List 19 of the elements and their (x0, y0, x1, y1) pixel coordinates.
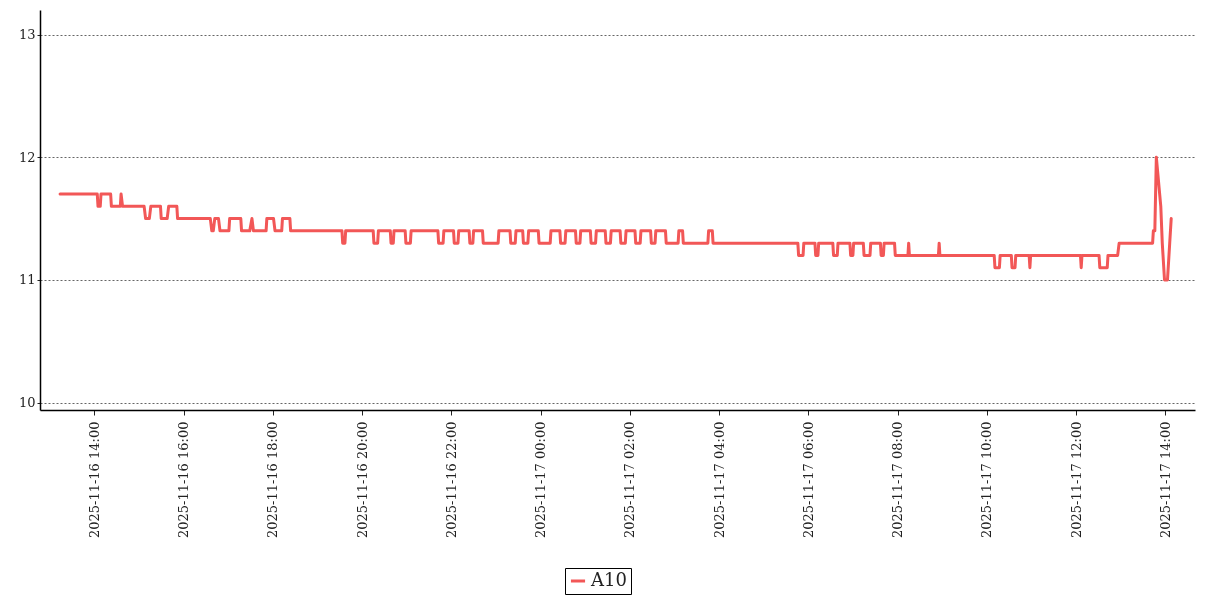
legend-label: A10 (590, 569, 627, 590)
x-tick-label: 2025-11-17 06:00 (800, 421, 816, 539)
y-tick-label: 13 (18, 27, 36, 43)
line-series (58, 155, 1173, 282)
x-tick-label: 2025-11-16 14:00 (86, 421, 102, 539)
x-tick-label: 2025-11-16 16:00 (176, 421, 192, 539)
x-tick-label: 2025-11-17 00:00 (533, 421, 549, 539)
x-tick-label: 2025-11-17 08:00 (890, 421, 906, 539)
x-tick-label: 2025-11-17 10:00 (979, 421, 995, 539)
y-tick-label: 11 (18, 272, 36, 288)
y-tick-label: 10 (18, 395, 36, 411)
x-tick-label: 2025-11-17 04:00 (711, 421, 727, 539)
y-tick-label: 12 (18, 149, 36, 165)
x-tick-label: 2025-11-16 22:00 (443, 421, 459, 539)
x-tick-label: 2025-11-16 20:00 (354, 421, 370, 539)
x-tick-label: 2025-11-16 18:00 (265, 421, 281, 539)
x-tick-label: 2025-11-17 02:00 (622, 421, 638, 539)
x-tick-label: 2025-11-17 14:00 (1157, 421, 1173, 539)
x-tick-label: 2025-11-17 12:00 (1068, 421, 1084, 539)
